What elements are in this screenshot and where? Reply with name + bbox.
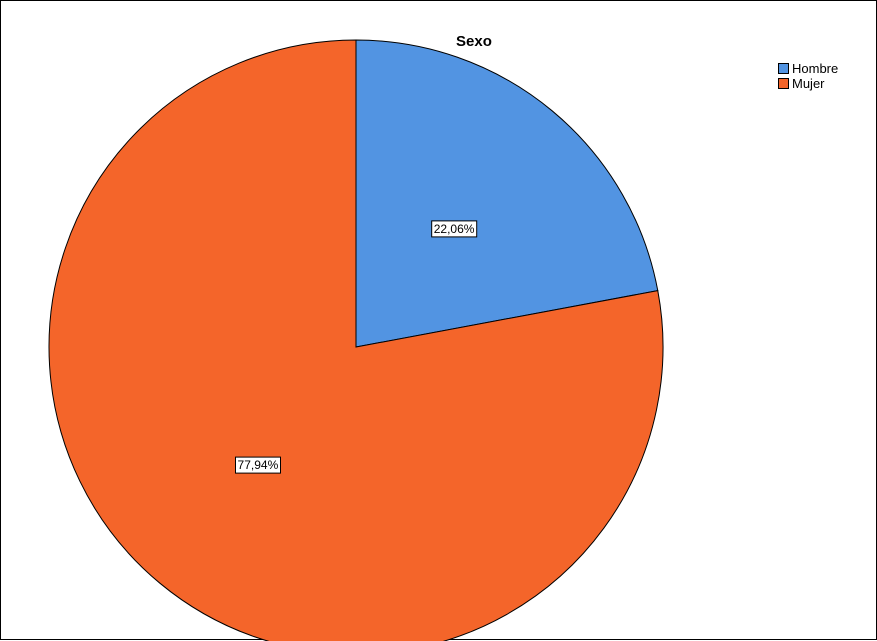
data-label-hombre: 22,06% bbox=[431, 220, 478, 238]
data-label-mujer: 77,94% bbox=[235, 456, 281, 474]
chart-title: Sexo bbox=[456, 33, 492, 50]
data-label-box-hombre bbox=[431, 220, 478, 238]
pie-data-labels: 22,06% 77,94% bbox=[235, 220, 478, 474]
pie-slice-mujer[interactable] bbox=[48, 39, 664, 641]
data-label-box-mujer bbox=[235, 456, 281, 474]
legend-swatch-mujer bbox=[778, 78, 789, 89]
legend-label-mujer: Mujer bbox=[792, 76, 825, 91]
pie-slice-hombre[interactable] bbox=[355, 39, 659, 348]
legend-swatch-hombre bbox=[778, 63, 789, 74]
data-label-text-hombre: 22,06% bbox=[434, 222, 475, 236]
legend-label-hombre: Hombre bbox=[792, 61, 839, 76]
legend: Hombre Mujer bbox=[778, 61, 838, 91]
legend-item-mujer[interactable]: Mujer bbox=[778, 76, 838, 91]
legend-item-hombre[interactable]: Hombre bbox=[778, 61, 838, 76]
data-label-text-mujer: 77,94% bbox=[238, 458, 279, 472]
pie-slices bbox=[48, 39, 664, 641]
